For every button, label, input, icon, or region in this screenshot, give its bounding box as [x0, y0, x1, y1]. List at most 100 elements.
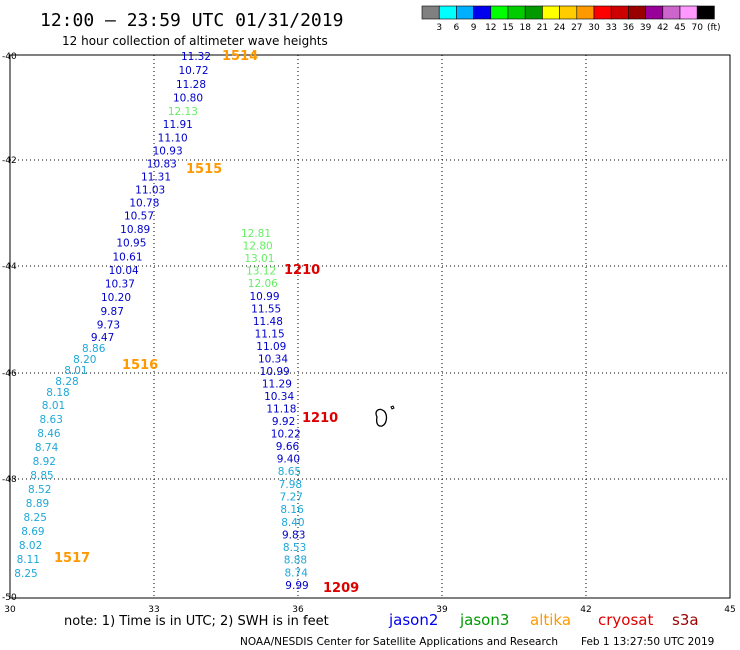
footer-credit: NOAA/NESDIS Center for Satellite Applica… [240, 636, 558, 648]
legend-swatch [542, 5, 560, 20]
wave-height-value: 7.98 [279, 479, 302, 491]
page-subtitle: 12 hour collection of altimeter wave hei… [62, 34, 328, 48]
wave-height-value: 11.48 [253, 316, 283, 328]
wave-height-value: 9.40 [277, 454, 300, 466]
wave-height-value: 12.81 [241, 228, 271, 240]
wave-height-value: 10.99 [260, 366, 290, 378]
wave-height-value: 8.11 [17, 554, 40, 566]
lon-tick: 30 [4, 605, 16, 615]
legend-swatch [576, 5, 595, 20]
wave-height-value: 10.37 [105, 279, 135, 291]
legend-label: 9 [471, 23, 477, 33]
wave-height-value: 10.61 [112, 251, 142, 263]
wave-height-value: 8.01 [42, 400, 65, 412]
satellite-legend: jason2 jason3 altika cryosat s3a [388, 611, 699, 629]
wave-height-value: 8.85 [30, 470, 53, 482]
wave-height-value: 10.80 [173, 93, 203, 105]
legend-label: 3 [436, 23, 442, 33]
wave-height-value: 8.01 [64, 365, 87, 377]
wave-height-value: 8.74 [35, 442, 59, 454]
pass-time-label: 1210 [302, 411, 338, 426]
legend-swatch [421, 5, 440, 20]
pass-time-label: 1210 [284, 263, 320, 278]
legend-label: 36 [623, 23, 635, 33]
wave-height-value: 8.52 [28, 484, 51, 496]
wave-height-value: 7.27 [280, 492, 303, 504]
satellite-name: altika [530, 611, 571, 629]
wave-height-value: 13.01 [244, 253, 274, 265]
legend-swatch [490, 5, 509, 20]
wave-height-value: 10.83 [147, 159, 177, 171]
wave-height-value: 9.92 [272, 416, 295, 428]
wave-height-value: 11.18 [266, 404, 296, 416]
wave-height-value: 8.16 [280, 504, 304, 516]
lat-tick: -40 [2, 52, 17, 62]
wave-height-value: 11.32 [181, 51, 211, 63]
pass-time-label: 1516 [122, 358, 158, 373]
wave-height-value: 8.65 [278, 466, 301, 478]
wave-height-value: 10.04 [109, 265, 139, 277]
wave-height-value: 10.72 [178, 65, 208, 77]
legend-label: 24 [554, 23, 566, 33]
wave-height-value: 9.99 [285, 580, 308, 592]
wave-height-value: 8.25 [24, 512, 47, 524]
wave-height-value: 11.31 [141, 171, 171, 183]
wave-height-value: 8.88 [284, 555, 307, 567]
legend-swatch [524, 5, 543, 20]
pass-time-label: 1209 [323, 581, 359, 596]
legend-label: 12 [485, 23, 496, 33]
wave-height-value: 8.20 [73, 354, 96, 366]
pass-time-label: 1515 [186, 162, 222, 177]
legend-swatch [559, 5, 578, 20]
wave-height-value: 11.29 [262, 379, 292, 391]
pass-time-label: 1514 [222, 49, 258, 64]
wave-height-value: 10.78 [129, 197, 159, 209]
wave-height-value: 11.15 [255, 328, 285, 340]
wave-height-value: 13.12 [246, 266, 276, 278]
wave-height-value: 8.53 [283, 542, 306, 554]
lon-tick: 39 [436, 605, 448, 615]
legend-swatch [438, 5, 457, 20]
wave-height-value: 11.09 [256, 341, 286, 353]
lat-tick: -46 [2, 369, 17, 379]
wave-height-value: 8.63 [40, 414, 63, 426]
satellite-name: s3a [672, 611, 699, 629]
wave-height-value: 10.34 [264, 391, 294, 403]
wave-height-value: 8.89 [26, 498, 49, 510]
legend-label: 6 [454, 23, 460, 33]
map-grid [9, 54, 731, 599]
wave-height-value: 10.20 [101, 292, 131, 304]
satellite-name: cryosat [598, 611, 653, 629]
wave-height-value: 10.34 [258, 354, 288, 366]
wave-height-value: 8.25 [14, 568, 37, 580]
footer-timestamp: Feb 1 13:27:50 UTC 2019 [581, 636, 714, 648]
wave-height-value: 11.03 [135, 184, 165, 196]
wave-height-value: 8.18 [46, 387, 69, 399]
legend-swatch [593, 5, 612, 20]
color-scale-legend: 3 6 9 12 15 18 21 24 27 30 33 36 39 42 45 70 [421, 5, 715, 33]
page-title: 12:00 – 23:59 UTC 01/31/2019 [40, 10, 343, 31]
wave-height-value: 9.87 [101, 306, 124, 318]
wave-height-value: 11.28 [176, 79, 206, 91]
lat-tick: -42 [2, 156, 17, 166]
legend-swatch [610, 5, 629, 20]
satellite-name: jason2 [388, 611, 438, 629]
lon-tick: 45 [724, 605, 735, 615]
legend-label: 70 [691, 23, 703, 33]
wave-height-value: 10.22 [271, 428, 301, 440]
wave-height-value: 12.80 [243, 241, 273, 253]
legend-label: 33 [605, 23, 616, 33]
lat-tick: -44 [2, 262, 17, 272]
island-outline [375, 405, 395, 427]
wave-height-value: 9.66 [276, 441, 300, 453]
wave-height-value: 9.47 [91, 332, 114, 344]
wave-height-value: 11.10 [158, 132, 188, 144]
wave-height-value: 8.28 [55, 376, 78, 388]
legend-label: 30 [588, 23, 600, 33]
wave-height-value: 9.83 [282, 529, 305, 541]
wave-height-value: 8.40 [281, 517, 304, 529]
legend-swatch [696, 5, 715, 20]
legend-swatch [456, 5, 474, 20]
wave-height-value: 10.89 [120, 224, 150, 236]
